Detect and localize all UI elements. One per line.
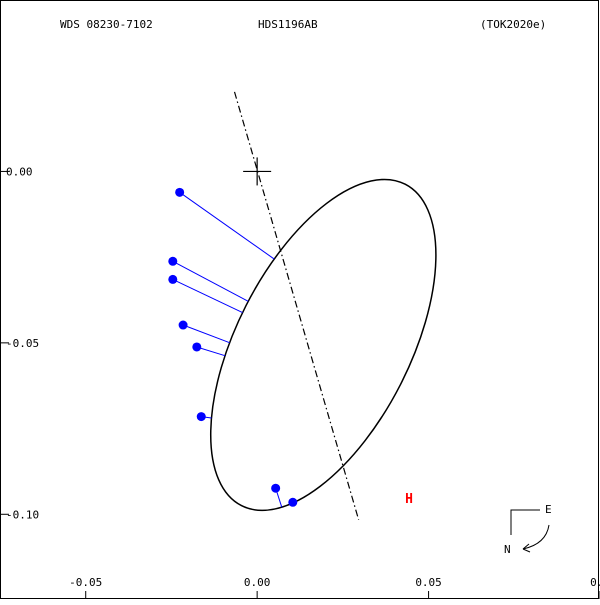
- compass-east-label: E: [545, 503, 552, 516]
- x-tick-label: 0.05: [415, 576, 442, 589]
- observation-point: [288, 498, 297, 507]
- observation-point: [197, 412, 206, 421]
- x-tick-label: 0.00: [244, 576, 271, 589]
- observation-point: [192, 342, 201, 351]
- x-tick-label: -0.05: [69, 576, 102, 589]
- header-center: HDS1196AB: [258, 18, 318, 31]
- observation-point: [179, 321, 188, 330]
- header-left: WDS 08230-7102: [60, 18, 153, 31]
- y-tick-label: -0.10: [6, 508, 39, 521]
- header-right: (TOK2020e): [480, 18, 546, 31]
- y-tick-label: 0.00: [6, 165, 33, 178]
- observation-point: [175, 188, 184, 197]
- observation-point: [168, 257, 177, 266]
- observation-point: [168, 275, 177, 284]
- y-tick-label: -0.05: [6, 337, 39, 350]
- marker-label: H: [405, 492, 413, 507]
- compass-north-label: N: [504, 543, 511, 556]
- observation-point: [271, 484, 280, 493]
- x-tick-label: 0.1: [590, 576, 600, 589]
